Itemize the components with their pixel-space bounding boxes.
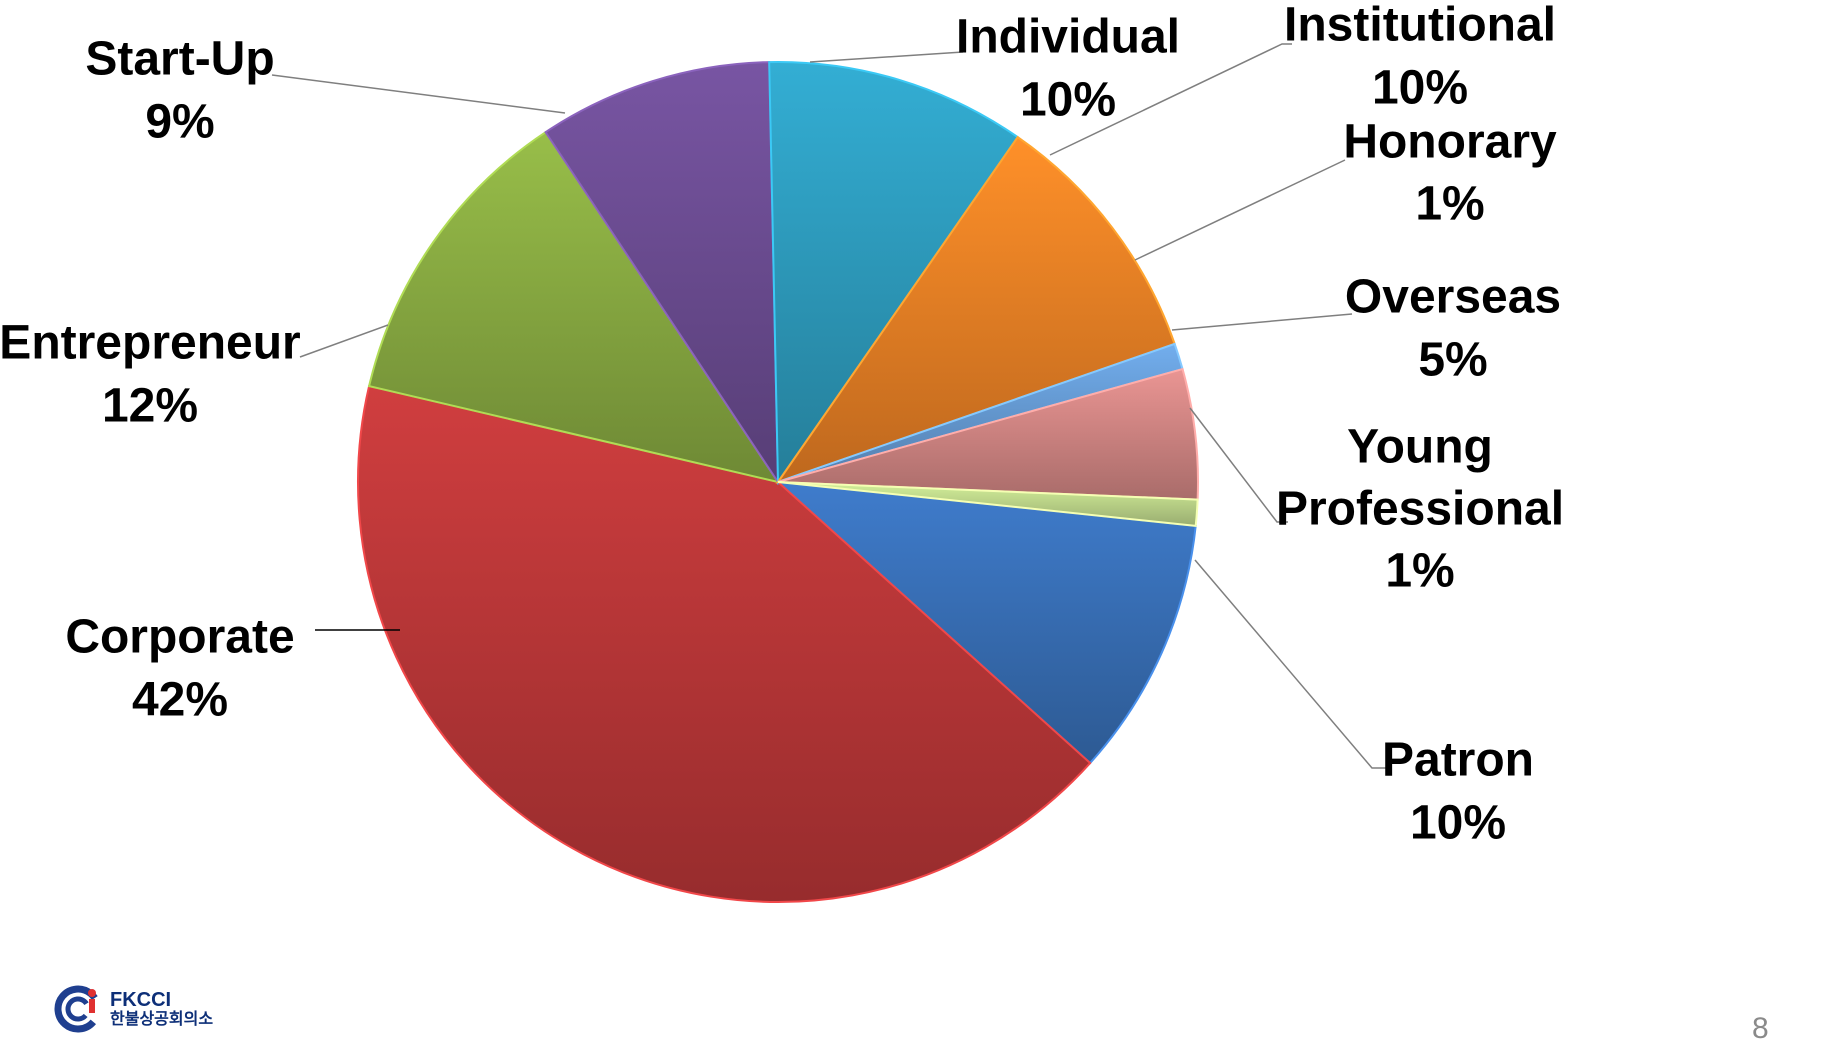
slice-pct-label-entrepreneur: 12% bbox=[102, 380, 198, 433]
slice-pct-label-institutional: 10% bbox=[1372, 62, 1468, 115]
fkcci-logo-icon bbox=[54, 985, 102, 1033]
leader-line-entrepreneur bbox=[299, 324, 389, 358]
slice-name-label-start-up: Start-Up bbox=[85, 33, 274, 86]
slice-pct-label-corporate: 42% bbox=[132, 674, 228, 727]
slice-labels: Patron 10% Corporate 42% Entrepreneur 12% Star… bbox=[0, 0, 1564, 850]
leader-line-honorary bbox=[1134, 159, 1346, 261]
slice-name-label-young-professional: Professional bbox=[1276, 483, 1564, 536]
pie-slice-individual bbox=[768, 61, 1020, 486]
page-number: 8 bbox=[1752, 1012, 1769, 1045]
slice-pct-label-start-up: 9% bbox=[145, 96, 214, 149]
pie-slice-entrepreneur bbox=[367, 130, 781, 484]
leader-line-overseas bbox=[1171, 313, 1353, 331]
logo-sub-text: 한불상공회의소 bbox=[110, 1011, 214, 1028]
pie-slice-patron bbox=[775, 480, 1197, 765]
leader-lines bbox=[271, 43, 1388, 769]
pie-slice-young-professional bbox=[777, 481, 1199, 528]
slice-name-label-overseas: Overseas bbox=[1345, 271, 1561, 324]
leader-line-young-professional bbox=[1189, 407, 1288, 523]
slice-name-label-young-professional: Young bbox=[1347, 421, 1493, 474]
slice-name-label-corporate: Corporate bbox=[65, 611, 294, 664]
leader-line-institutional bbox=[1049, 43, 1292, 156]
slice-name-label-entrepreneur: Entrepreneur bbox=[0, 317, 301, 370]
pie-slices bbox=[357, 61, 1199, 903]
slice-name-label-patron: Patron bbox=[1382, 734, 1534, 787]
leader-line-patron bbox=[1194, 559, 1388, 769]
fkcci-logo: FKCCI 한불상공회의소 bbox=[54, 985, 213, 1033]
logo-brand-text: FKCCI bbox=[110, 989, 172, 1011]
pie-slice-institutional bbox=[775, 135, 1176, 484]
pie-slice-corporate bbox=[357, 384, 1092, 903]
slice-name-label-honorary: Honorary bbox=[1343, 116, 1557, 169]
slice-pct-label-individual: 10% bbox=[1020, 74, 1116, 127]
slice-pct-label-honorary: 1% bbox=[1415, 178, 1484, 231]
slice-name-label-individual: Individual bbox=[956, 11, 1180, 64]
slice-name-label-institutional: Institutional bbox=[1284, 0, 1556, 52]
slice-pct-label-patron: 10% bbox=[1410, 797, 1506, 850]
slice-pct-label-overseas: 5% bbox=[1418, 334, 1487, 387]
pie-slice-start-up bbox=[544, 61, 780, 486]
slice-pct-label-young-professional: 1% bbox=[1385, 545, 1454, 598]
leader-line-start-up bbox=[271, 74, 566, 114]
leader-line-individual bbox=[809, 51, 964, 63]
